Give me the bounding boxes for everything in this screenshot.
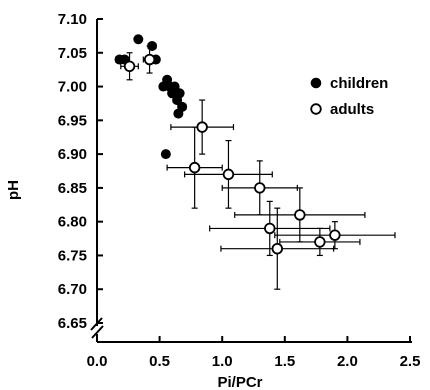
y-axis-title: pH bbox=[5, 180, 22, 200]
y-tick-label: 7.00 bbox=[58, 79, 87, 96]
adults-data-point bbox=[271, 242, 283, 255]
legend-label-adults: adults bbox=[330, 101, 374, 118]
y-tick-label: 6.65 bbox=[58, 315, 87, 332]
children-data-point bbox=[160, 149, 171, 160]
y-tick-label: 6.75 bbox=[58, 247, 87, 264]
x-tick-label: 0.0 bbox=[87, 353, 108, 370]
adults-data-point bbox=[196, 121, 208, 133]
y-tick-label: 6.70 bbox=[58, 281, 87, 298]
x-tick-label: 1.5 bbox=[274, 353, 295, 370]
y-tick-label: 6.90 bbox=[58, 146, 87, 163]
adults-data-point bbox=[123, 60, 136, 72]
adults-data-point bbox=[294, 209, 306, 221]
children-data-point bbox=[169, 81, 180, 92]
axes bbox=[90, 19, 412, 343]
y-tick-label: 6.85 bbox=[58, 180, 87, 197]
x-tick-label: 2.0 bbox=[337, 353, 358, 370]
axis-break-mark bbox=[90, 317, 103, 331]
y-tick-label: 7.05 bbox=[58, 45, 87, 62]
legend-marker-adults bbox=[310, 103, 322, 115]
error-bars bbox=[115, 35, 396, 290]
adults-data-point bbox=[143, 53, 156, 66]
children-data-point bbox=[147, 41, 158, 52]
adults-data-point bbox=[329, 229, 341, 241]
y-tick-label: 7.10 bbox=[58, 11, 87, 28]
children-data-point bbox=[133, 34, 144, 45]
y-tick-label: 6.80 bbox=[58, 214, 87, 231]
children-data-point bbox=[173, 108, 184, 119]
y-tick-label: 6.95 bbox=[58, 112, 87, 129]
adults-data-point bbox=[264, 222, 276, 235]
adults-data-point bbox=[314, 236, 326, 248]
x-axis-title: Pi/PCr bbox=[217, 374, 262, 390]
adults-data-point bbox=[188, 161, 201, 174]
data-markers bbox=[114, 34, 341, 255]
axis-break-mark bbox=[91, 325, 104, 339]
children-data-point bbox=[174, 88, 185, 99]
legend: children adults bbox=[310, 75, 388, 118]
legend-marker-children bbox=[310, 77, 322, 89]
x-tick-label: 2.5 bbox=[400, 353, 421, 370]
adults-data-point bbox=[222, 168, 235, 181]
adults-data-point bbox=[254, 182, 266, 194]
x-tick-label: 0.5 bbox=[149, 353, 170, 370]
tick-marks: 7.10 7.05 7.00 6.95 6.90 6.85 6.80 6.75 6.70 6.65… bbox=[58, 11, 421, 370]
legend-label-children: children bbox=[330, 75, 388, 92]
x-tick-label: 1.0 bbox=[212, 353, 233, 370]
